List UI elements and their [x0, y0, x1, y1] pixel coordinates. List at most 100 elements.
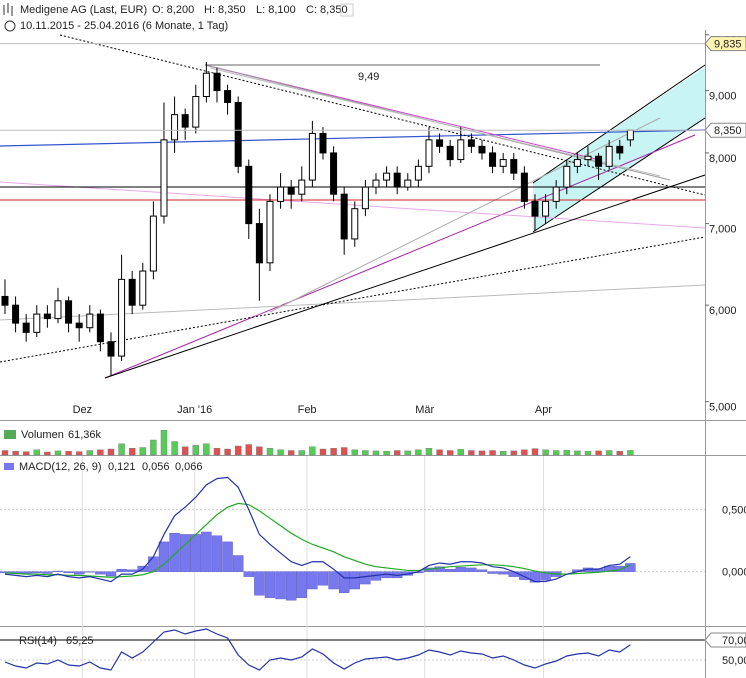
macd-hist-bar [105, 571, 117, 577]
volume-legend: Volumen [21, 429, 64, 441]
candle-body [245, 165, 253, 225]
macd-plot [0, 476, 636, 601]
candle-body [298, 179, 306, 195]
price-marker-label: 9,835 [714, 39, 742, 51]
volume-bar [171, 441, 178, 456]
candle-body [266, 200, 274, 264]
macd-hist-bar [95, 571, 106, 575]
candle-body [33, 313, 41, 333]
volume-bar [97, 449, 104, 456]
volume-bar [160, 430, 168, 456]
volume-bar [340, 447, 348, 456]
volume-bar [425, 448, 433, 456]
trend-lines [0, 34, 706, 379]
settings-icon[interactable] [340, 3, 354, 17]
header-icon [3, 3, 13, 16]
volume-bar [118, 443, 125, 456]
macd-hist-bar [52, 570, 64, 572]
clock-icon [4, 20, 16, 32]
volume-bar [605, 450, 613, 456]
x-tick-label: Dez [73, 404, 93, 416]
high-value: H: 8,350 [204, 4, 246, 16]
macd-hist-bar [201, 531, 212, 572]
macd-hist-bar [84, 571, 95, 573]
candle-body [361, 186, 369, 210]
macd-hist-bar [63, 571, 74, 574]
candle-body [616, 145, 624, 154]
candle-body [446, 145, 454, 161]
candle-body [224, 90, 232, 103]
macd-hist-bar [264, 571, 276, 598]
rsi-marker-label: 70,00 [722, 635, 746, 647]
volume-legend-value: 61,36k [68, 429, 102, 441]
candle-body [75, 322, 83, 329]
volume-bar [446, 450, 454, 456]
chart-subtitle: 10.11.2015 - 25.04.2016 (6 Monate, 1 Tag… [20, 20, 228, 32]
candle-body [181, 114, 189, 128]
y-tick-label: 6,000 [709, 305, 737, 317]
macd-hist-bar [285, 571, 297, 601]
macd-hist-bar [296, 571, 307, 598]
macd-hist-bar [254, 571, 265, 596]
volume-bar [107, 448, 115, 456]
volume-bar [309, 446, 316, 456]
price-marker-box [704, 36, 746, 52]
candle-body [234, 101, 242, 167]
volume-bar [383, 451, 390, 456]
macd-hist-bar [243, 571, 254, 577]
volume-bar [627, 450, 634, 456]
price-marker-box [704, 122, 746, 138]
candle-body [520, 172, 528, 202]
macd-hist-bar [222, 541, 233, 572]
macd-hist-bar [232, 555, 244, 572]
macd-legend: MACD(12, 26, 9) [19, 461, 102, 473]
volume-bar [234, 445, 242, 456]
y-tick-label: 0,500 [722, 505, 746, 517]
macd-hist-bar [179, 534, 191, 572]
volume-bar [478, 450, 486, 456]
candle-body [192, 95, 200, 128]
macd-hist-bar [434, 566, 445, 572]
candle-body [372, 179, 380, 188]
x-tick-label: Mär [415, 404, 434, 416]
volume-bar [330, 448, 337, 456]
macd-hist-bar [317, 571, 329, 586]
candle-body [1, 295, 9, 306]
volume-bar [584, 451, 592, 456]
y-tick-label: 5,000 [709, 402, 737, 414]
candle-body [478, 145, 486, 154]
macd-signal-line [4, 502, 631, 578]
candle-body [626, 129, 634, 141]
macd-hist-bar [190, 534, 201, 572]
panel-borders [0, 30, 746, 678]
macd-hist-bar [519, 571, 530, 580]
candle-body [499, 159, 507, 167]
y-tick-label: 9,000 [709, 90, 737, 102]
macd-legend-value: 0,121 [108, 461, 136, 473]
candle-body [425, 139, 433, 167]
candle-body [255, 223, 263, 264]
candle-body [107, 341, 115, 357]
volume-bar [595, 450, 602, 456]
volume-bar [552, 450, 560, 456]
macd-hist-bar [349, 571, 360, 590]
volume-bar [213, 448, 221, 456]
volume-bar [521, 449, 528, 456]
candle-body [595, 155, 603, 167]
close-value: C: 8,350 [306, 4, 348, 16]
volume-bar [531, 448, 539, 456]
candle-body [414, 165, 422, 181]
candle-body [510, 159, 518, 174]
candle-body [139, 270, 147, 306]
macd-hist-bar [497, 571, 509, 575]
candle-body [573, 159, 581, 167]
volume-bar [203, 443, 210, 456]
rsi-marker-box [704, 632, 746, 648]
macd-hist-bar [338, 571, 350, 593]
volume-bar [298, 450, 305, 456]
candle-body [12, 304, 20, 324]
volume-bar [457, 449, 464, 456]
macd-hist-bar [169, 532, 180, 572]
volume-bar [1, 450, 9, 456]
